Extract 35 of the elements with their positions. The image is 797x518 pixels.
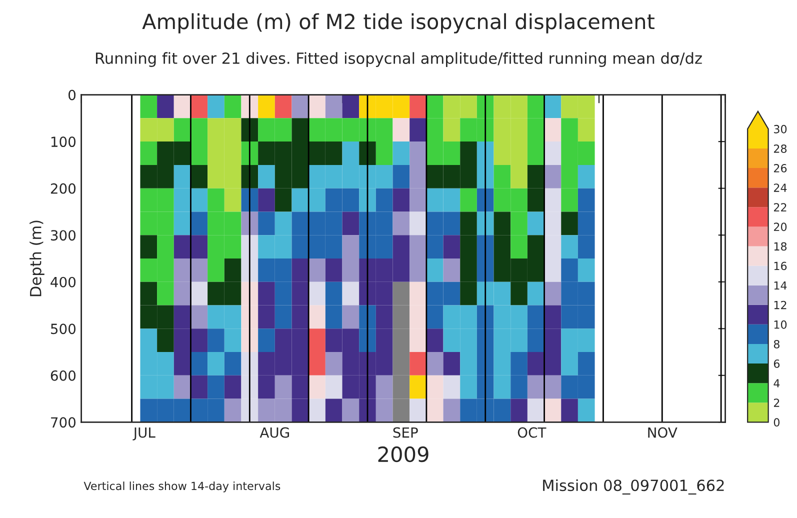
y-tick-label: 600 <box>50 370 76 381</box>
color-bar-label: 0 <box>774 418 780 427</box>
color-bar-label: 8 <box>774 340 780 348</box>
x-axis-title: 2009 <box>378 446 428 462</box>
color-bar-label: 24 <box>774 184 787 192</box>
color-bar-label: 30 <box>774 124 787 134</box>
x-tick-label: AUG <box>260 427 289 438</box>
y-tick-label: 0 <box>68 90 76 100</box>
color-bar-label: 12 <box>774 300 786 310</box>
y-tick-label: 300 <box>50 230 76 241</box>
color-bar-label: 22 <box>774 203 786 212</box>
chart-subtitle: Running fit over 21 dives. Fitted isopycnal amplitude/fitted running mean dσ/dz <box>96 52 702 67</box>
color-bar-label: 10 <box>774 320 787 329</box>
color-bar-label: 14 <box>774 281 787 290</box>
y-tick-label: 500 <box>50 324 76 334</box>
color-bar-label: 16 <box>774 262 787 270</box>
color-bar-label: 26 <box>774 164 787 172</box>
color-bar-label: 4 <box>774 379 780 388</box>
color-bar-label: 6 <box>774 360 780 368</box>
y-tick-label: 100 <box>51 136 76 148</box>
x-tick-label: OCT <box>518 427 546 438</box>
y-axis-title: Depth (m) <box>30 220 44 296</box>
color-bar-label: 18 <box>774 242 787 251</box>
text: Vertical lines show 14-day intervals <box>84 482 280 492</box>
y-tick-label: 200 <box>50 183 76 194</box>
x-tick-label: NOV <box>648 427 678 438</box>
y-tick-label: 400 <box>50 276 76 288</box>
y-tick-label: 700 <box>51 417 76 428</box>
x-tick-label: SEP <box>393 427 418 438</box>
x-tick-label: JUL <box>132 427 156 440</box>
color-bar-label: 2 <box>774 398 780 407</box>
color-bar-label: 28 <box>774 144 787 153</box>
color-bar-label: 20 <box>774 222 787 232</box>
text: Mission 08_097001_662 <box>543 479 724 495</box>
chart-title: Amplitude (m) of M2 tide isopycnal displacement <box>142 13 654 34</box>
